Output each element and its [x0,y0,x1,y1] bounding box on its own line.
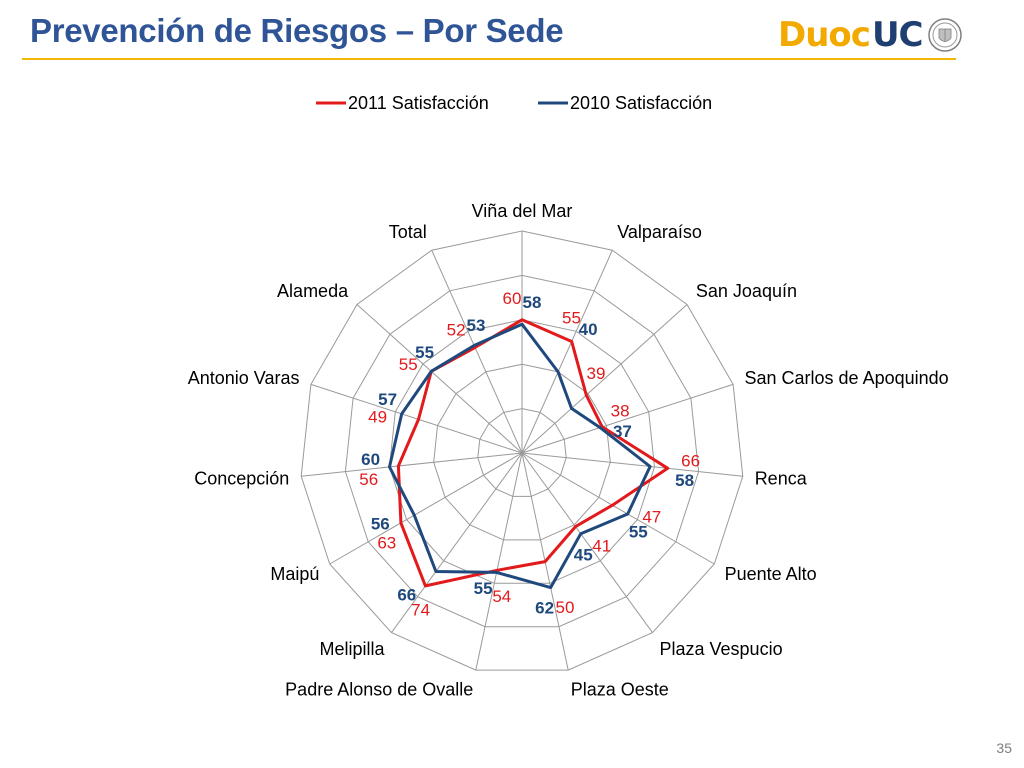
category-labels: Viña del Mar Valparaíso San Joaquín San Car… [188,201,949,700]
value-label-2011: 74 [411,601,430,620]
grid-spoke [475,452,523,671]
grid-spoke [521,383,734,454]
university-seal-icon [927,18,962,52]
grid-spoke [431,249,523,454]
category-label: Viña del Mar [472,201,573,221]
category-label: San Joaquín [696,281,797,301]
value-labels: 6055393866474150547463564955525840375855… [359,289,700,620]
category-label: Total [389,222,427,242]
value-label-2011: 54 [492,587,511,606]
logo-text-uc: UC [871,15,924,55]
category-label: Melipilla [319,639,385,659]
value-label-2011: 60 [503,289,522,308]
series-2010-line [388,322,652,590]
value-label-2010: 56 [371,514,390,533]
category-label: Plaza Oeste [571,680,669,700]
value-label-2011: 41 [592,537,611,556]
grid-spoke [521,452,743,477]
value-label-2010: 62 [535,598,554,617]
grid-ring [477,408,567,497]
page-number: 35 [996,740,1012,756]
category-label: Alameda [277,281,349,301]
category-label: Padre Alonso de Ovalle [285,680,473,700]
grid-spoke [521,249,613,454]
grid-spoke [521,452,653,633]
value-label-2010: 40 [579,320,598,339]
value-label-2011: 38 [611,402,630,421]
value-label-2011: 39 [587,364,606,383]
radar-grid [300,230,744,671]
value-label-2010: 55 [474,579,493,598]
chart-legend: 2011 Satisfacción 2010 Satisfacción [316,93,712,113]
grid-ring [433,363,611,541]
value-label-2010: 45 [574,545,593,564]
category-label: Plaza Vespucio [660,639,783,659]
value-label-2011: 47 [642,507,661,526]
duoc-uc-logo: Duoc UC [778,12,963,58]
legend-label: 2011 Satisfacción [348,93,489,113]
value-label-2011: 66 [681,452,700,471]
value-label-2010: 55 [629,523,648,542]
value-label-2010: 58 [675,471,694,490]
series-2011-line [396,318,670,588]
value-label-2010: 53 [467,316,486,335]
value-label-2011: 56 [359,470,378,489]
grid-spoke [329,452,523,565]
value-label-2010: 66 [397,586,416,605]
grid-spoke [310,383,523,454]
value-label-2011: 49 [368,408,387,427]
category-label: Maipú [270,564,319,584]
value-label-2010: 55 [415,343,434,362]
title-divider [22,58,956,60]
category-label: Antonio Varas [188,368,300,388]
series-lines [388,318,670,590]
page-title: Prevención de Riesgos – Por Sede [30,12,564,49]
value-label-2010: 60 [361,450,380,469]
grid-spoke [521,452,715,565]
value-label-2011: 50 [556,598,575,617]
grid-ring [388,319,656,584]
value-label-2011: 55 [399,355,418,374]
category-label: Valparaíso [617,222,702,242]
value-label-2010: 37 [613,422,632,441]
value-label-2010: 58 [523,293,542,312]
grid-spoke [301,452,523,477]
grid-ring [300,230,744,671]
grid-ring [344,274,700,628]
category-label: San Carlos de Apoquindo [745,368,949,388]
value-label-2010: 57 [378,390,397,409]
logo-text-duoc: Duoc [778,15,871,55]
value-label-2011: 55 [562,308,581,327]
grid-spoke [391,452,523,633]
category-label: Concepción [194,468,289,488]
category-label: Puente Alto [725,564,817,584]
value-label-2011: 52 [447,321,466,340]
grid-spoke [356,304,523,454]
value-label-2011: 63 [377,534,396,553]
legend-label: 2010 Satisfacción [570,93,712,113]
grid-spoke [521,304,688,454]
category-label: Renca [755,468,808,488]
